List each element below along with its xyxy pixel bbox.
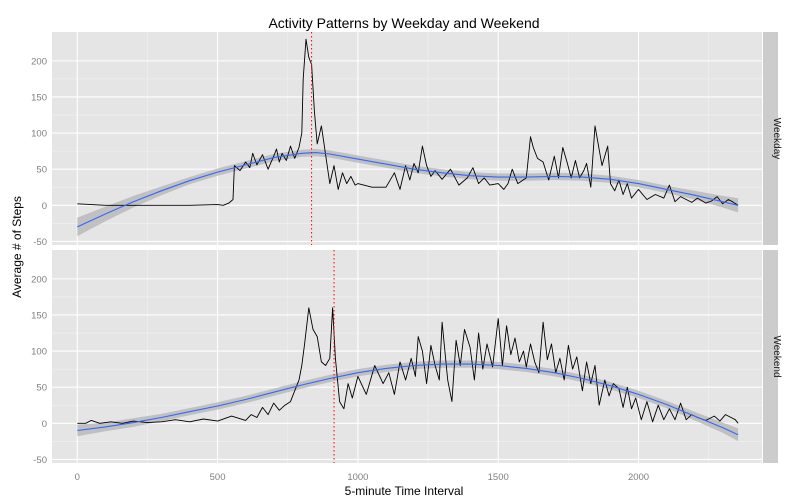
x-tick-label: 0 <box>75 472 80 483</box>
chart-title: Activity Patterns by Weekday and Weekend <box>268 15 539 31</box>
smooth-line-weekday <box>77 152 739 228</box>
panel-background <box>52 250 762 463</box>
y-tick-label: -50 <box>33 237 47 248</box>
series-line-weekend <box>77 307 739 424</box>
y-tick-label: 50 <box>36 383 47 394</box>
facet-strip-label: Weekend <box>771 335 782 377</box>
y-tick-label: -50 <box>33 455 47 466</box>
y-tick-label: 200 <box>31 56 47 67</box>
series-line-weekday <box>77 38 739 206</box>
y-tick-label: 150 <box>31 92 47 103</box>
y-tick-label: 50 <box>36 165 47 176</box>
x-tick-label: 2000 <box>628 472 649 483</box>
x-tick-label: 1500 <box>488 472 509 483</box>
facet-strip <box>763 32 778 245</box>
panels-layer: -50 0 50 100 150 200 Weekday -50 0 50 100 150 200 Wee… <box>31 32 782 483</box>
facet-panel-weekend: -50 0 50 100 150 200 Weekend <box>31 250 782 466</box>
facet-panel-weekday: -50 0 50 100 150 200 Weekday <box>31 32 782 248</box>
x-axis-title: 5-minute Time Interval <box>345 484 464 498</box>
smooth-confidence-band <box>77 149 739 237</box>
y-tick-label: 150 <box>31 310 47 321</box>
y-tick-label: 0 <box>42 419 47 430</box>
y-tick-label: 200 <box>31 274 47 285</box>
y-tick-label: 100 <box>31 129 47 140</box>
smooth-line-weekend <box>77 363 739 436</box>
panel-background <box>52 32 762 245</box>
y-tick-label: 100 <box>31 347 47 358</box>
x-tick-label: 500 <box>210 472 226 483</box>
facet-strip <box>763 250 778 463</box>
x-tick-label: 1000 <box>347 472 368 483</box>
y-tick-label: 0 <box>42 201 47 212</box>
facet-strip-label: Weekday <box>771 118 782 160</box>
y-axis-title: Average # of Steps <box>10 196 24 298</box>
